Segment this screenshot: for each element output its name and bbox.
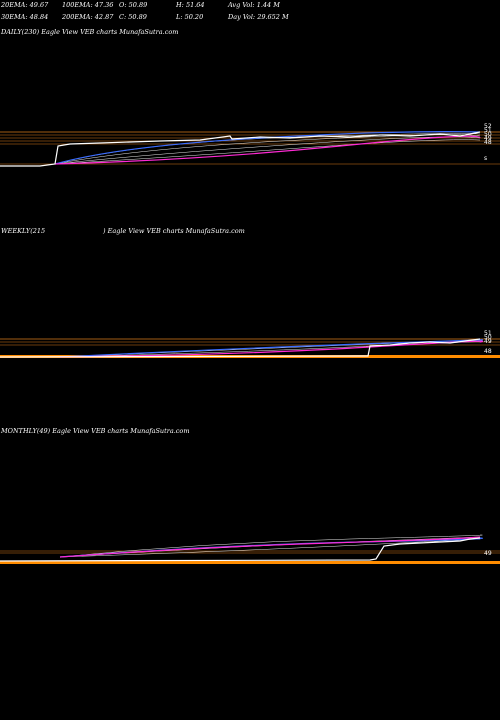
monthly-volume-band <box>0 561 500 564</box>
monthly-right-ticks: 49 <box>484 550 492 557</box>
open-stat: O: 50.89 <box>119 1 148 9</box>
daily-ema-blue <box>54 131 481 165</box>
ema100-stat: 100EMA: 47.36 <box>62 1 114 9</box>
daily-tick-49: 49 <box>484 135 492 142</box>
monthly-ema-fan <box>59 534 483 558</box>
daily-tick-51: 51 <box>484 127 492 134</box>
daily-chart: 52 51 50 49 48 s <box>0 123 500 167</box>
weekly-tick-51: 51 <box>484 330 492 337</box>
daily-ema-magenta <box>54 135 481 165</box>
high-stat: H: 51.64 <box>176 1 205 9</box>
close-stat: C: 50.89 <box>119 13 147 21</box>
daily-ema-thin-4 <box>54 139 481 165</box>
daily-tick-52: 52 <box>484 123 492 130</box>
monthly-panel-title: MONTHLY(49) Eagle View VEB charts Munafa… <box>1 427 190 435</box>
weekly-panel-title-left: WEEKLY(215 <box>1 227 46 235</box>
weekly-right-ticks: 51 50 49 48 <box>484 330 492 355</box>
ema30-stat: 30EMA: 48.84 <box>1 13 49 21</box>
weekly-tick-48: 48 <box>484 348 492 355</box>
weekly-price-line <box>0 338 481 358</box>
day-vol-stat: Day Vol: 29.652 M <box>228 13 289 21</box>
low-stat: L: 50.20 <box>176 13 204 21</box>
weekly-chart: 51 50 49 48 <box>0 330 500 358</box>
daily-ema-fan <box>54 131 481 165</box>
weekly-ema-magenta <box>59 340 484 358</box>
daily-tick-50: 50 <box>484 131 492 138</box>
weekly-tick-49: 49 <box>484 338 492 345</box>
monthly-tick-49: 49 <box>484 550 492 557</box>
monthly-chart: 49 <box>0 534 500 564</box>
ema200-stat: 200EMA: 42.87 <box>62 13 114 21</box>
daily-tick-48: 48 <box>484 139 492 146</box>
monthly-ema-magenta <box>59 536 481 558</box>
weekly-panel-title-right: ) Eagle View VEB charts MunafaSutra.com <box>103 227 245 235</box>
daily-tick-s: s <box>484 155 487 162</box>
daily-right-ticks: 52 51 50 49 48 s <box>484 123 492 162</box>
avg-vol-stat: Avg Vol: 1.44 M <box>228 1 280 9</box>
daily-price-line <box>0 131 481 167</box>
monthly-gridlines <box>0 550 500 554</box>
ema20-stat: 20EMA: 49.67 <box>1 1 49 9</box>
monthly-ema-thin-1 <box>59 534 483 558</box>
daily-panel-title: DAILY(230) Eagle View VEB charts MunafaS… <box>1 28 179 36</box>
monthly-ema-blue <box>59 537 483 558</box>
monthly-price-line <box>0 537 481 562</box>
weekly-tick-50: 50 <box>484 334 492 341</box>
